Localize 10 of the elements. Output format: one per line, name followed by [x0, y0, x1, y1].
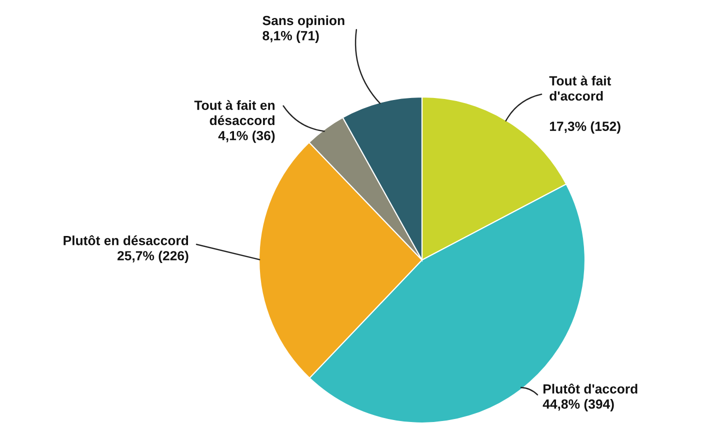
slice-label: Tout à fait en désaccord: [194, 100, 274, 126]
slice-label: Sans opinion: [262, 16, 344, 28]
data-label: 8,1% (71): [262, 30, 319, 43]
slice-label: Plutôt d'accord: [544, 384, 638, 394]
slice-label: Plutôt en désaccord: [64, 235, 188, 246]
data-label: 17,3% (152): [550, 121, 620, 134]
slice-label: Tout à fait d'accord: [549, 76, 612, 101]
data-label: 4,1% (36): [218, 130, 275, 143]
data-label: 25,7% (226): [117, 250, 188, 264]
data-label: 44,8% (394): [542, 399, 614, 412]
